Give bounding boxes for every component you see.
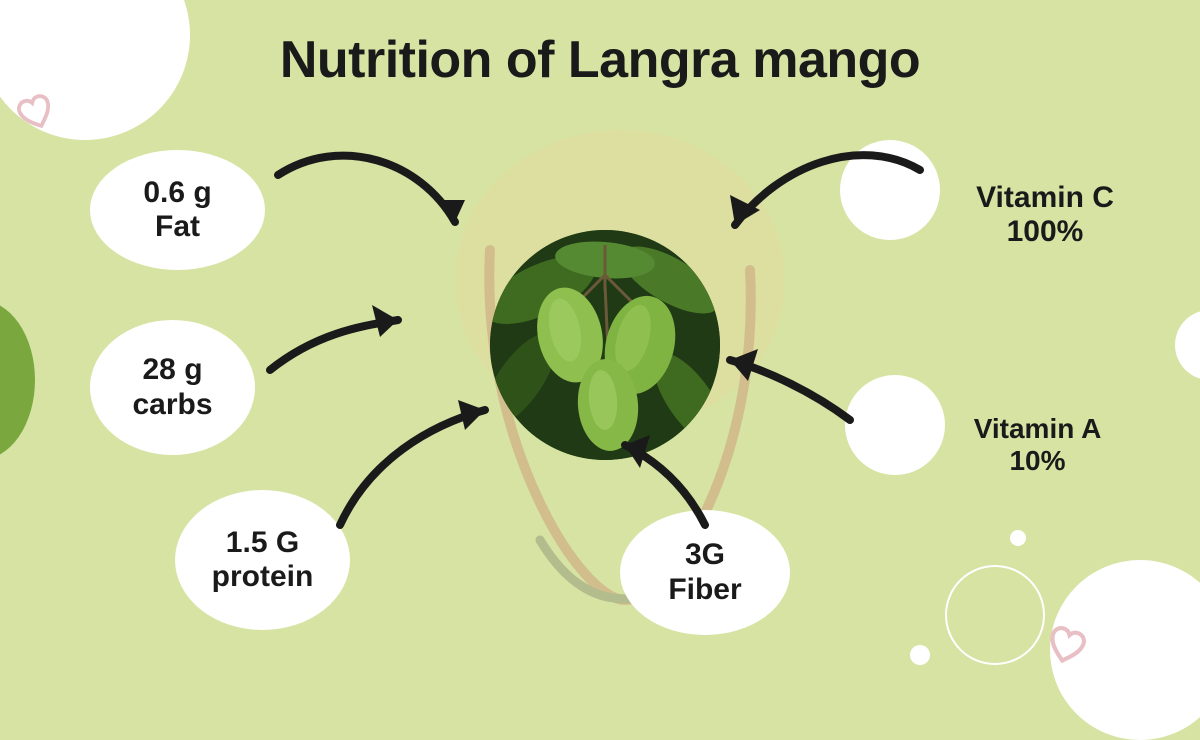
bubble-carbs: 28 g carbs bbox=[90, 320, 255, 455]
arrow-fat bbox=[270, 140, 480, 250]
deco-dot-br2 bbox=[1010, 530, 1026, 546]
protein-value: 1.5 G bbox=[212, 526, 314, 561]
fiber-label: Fiber bbox=[668, 573, 741, 608]
arrow-vita bbox=[710, 345, 860, 445]
deco-dot-br1 bbox=[910, 645, 930, 665]
vitc-value: 100% bbox=[976, 215, 1114, 250]
page-title: Nutrition of Langra mango bbox=[280, 30, 920, 90]
arrow-carbs bbox=[260, 305, 420, 385]
deco-dot-1 bbox=[95, 62, 119, 86]
vita-label: Vitamin A bbox=[974, 413, 1102, 445]
bubble-vitc: Vitamin C 100% bbox=[955, 155, 1135, 275]
arrow-vitc bbox=[710, 140, 935, 250]
vita-value: 10% bbox=[974, 445, 1102, 477]
deco-dot-2 bbox=[125, 90, 139, 104]
protein-label: protein bbox=[212, 560, 314, 595]
fat-label: Fat bbox=[143, 210, 211, 245]
carbs-label: carbs bbox=[132, 388, 212, 423]
bubble-protein: 1.5 G protein bbox=[175, 490, 350, 630]
deco-ring-br bbox=[945, 565, 1045, 665]
bubble-vita-decor bbox=[845, 375, 945, 475]
arrow-fiber bbox=[600, 430, 720, 535]
mango-image bbox=[490, 230, 720, 460]
vitc-label: Vitamin C bbox=[976, 181, 1114, 216]
bubble-fat: 0.6 g Fat bbox=[90, 150, 265, 270]
deco-circle-right bbox=[1175, 310, 1200, 380]
carbs-value: 28 g bbox=[132, 353, 212, 388]
arrow-protein bbox=[330, 400, 510, 540]
fat-value: 0.6 g bbox=[143, 176, 211, 211]
bubble-vita: Vitamin A 10% bbox=[955, 380, 1120, 510]
fiber-value: 3G bbox=[668, 538, 741, 573]
deco-leaf-left bbox=[0, 295, 50, 465]
